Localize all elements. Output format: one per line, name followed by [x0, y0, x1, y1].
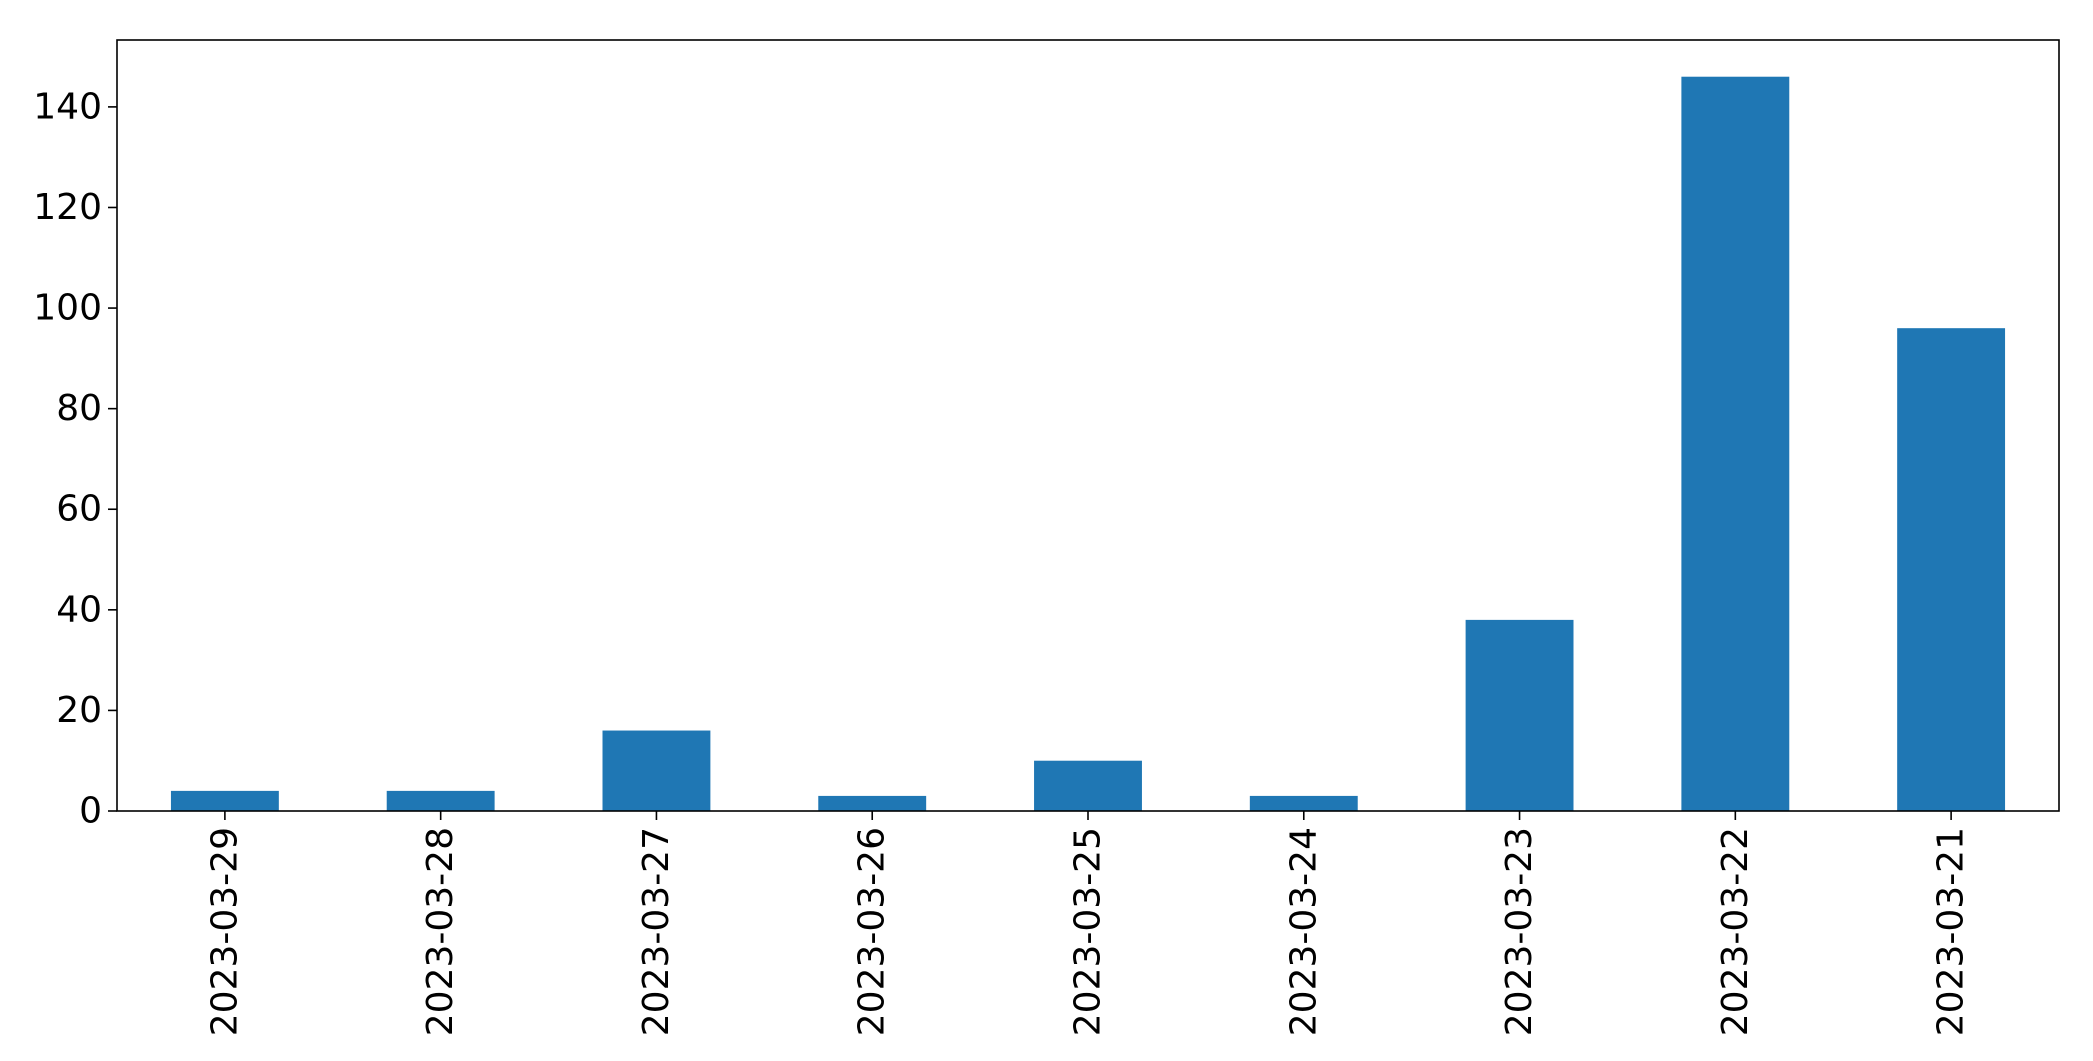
x-tick-label: 2023-03-28	[420, 827, 461, 1036]
bar	[1897, 328, 2006, 811]
bar	[602, 730, 711, 811]
y-tick-label: 40	[56, 589, 102, 630]
bars-group	[170, 76, 2006, 811]
x-tick-label: 2023-03-25	[1068, 827, 1109, 1036]
x-tick-label: 2023-03-26	[852, 827, 893, 1036]
y-tick-label: 100	[33, 288, 102, 329]
y-tick-label: 20	[56, 690, 102, 731]
x-axis: 2023-03-29 2023-03-28 2023-03-27 2023-03-26…	[204, 811, 1972, 1036]
y-tick-label: 80	[56, 388, 102, 429]
bar	[1034, 760, 1142, 811]
bar	[818, 795, 927, 811]
y-tick-label: 120	[33, 187, 102, 228]
y-tick-label: 60	[56, 489, 102, 530]
x-tick-label: 2023-03-27	[636, 827, 677, 1036]
x-tick-label: 2023-03-24	[1283, 827, 1324, 1036]
x-tick-label: 2023-03-22	[1715, 827, 1756, 1036]
x-tick-label: 2023-03-21	[1931, 827, 1972, 1036]
bar	[1465, 619, 1574, 811]
bar	[170, 790, 279, 811]
bar	[386, 790, 495, 811]
y-tick-label: 140	[33, 86, 102, 127]
x-tick-label: 2023-03-23	[1499, 827, 1540, 1036]
y-axis: 0 20 40 60 80 100 120 140	[33, 86, 117, 832]
y-tick-label: 0	[79, 791, 102, 832]
bar	[1249, 795, 1358, 811]
x-tick-label: 2023-03-29	[204, 827, 245, 1036]
bar	[1681, 76, 1790, 811]
